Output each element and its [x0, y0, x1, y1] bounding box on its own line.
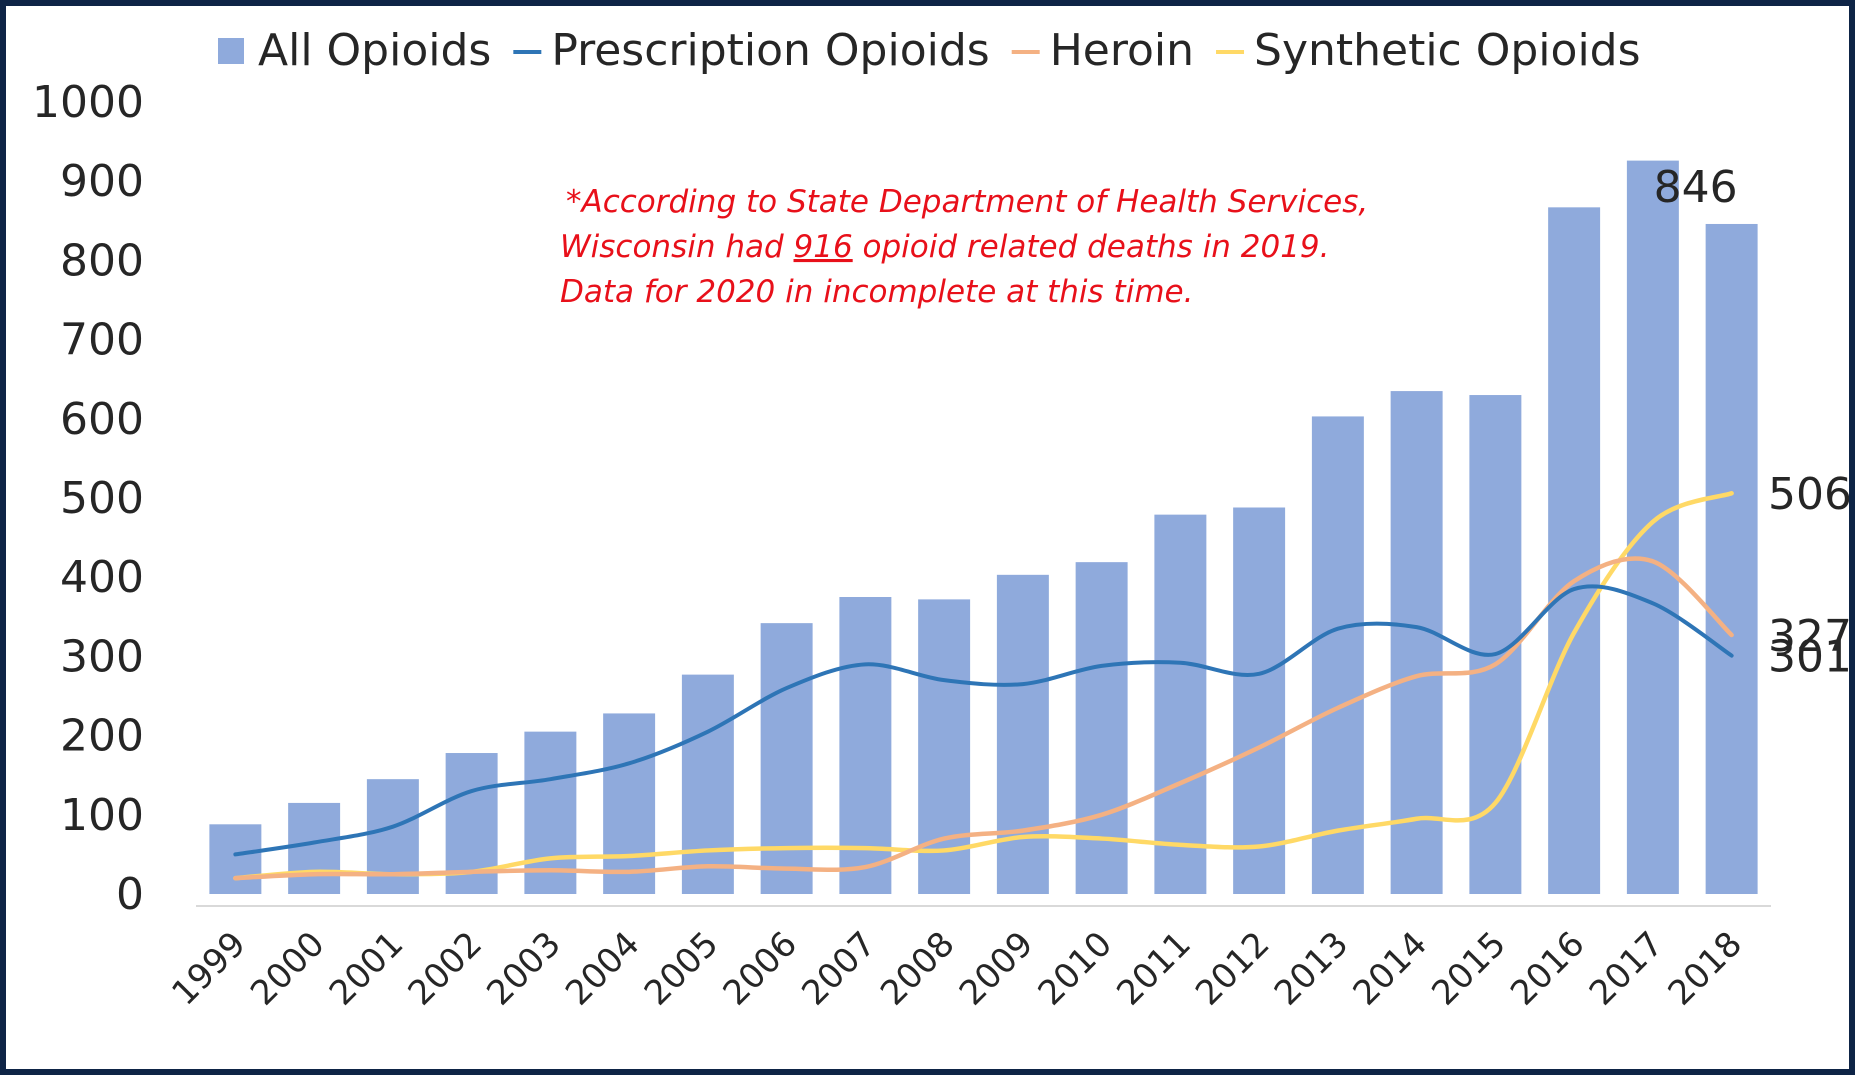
bar-all-opioids-2004: [603, 713, 656, 894]
x-tick-label-2016: 2016: [1503, 924, 1592, 1013]
x-tick-label-2005: 2005: [637, 924, 726, 1013]
bar-all-opioids-2013: [1311, 416, 1364, 894]
x-tick-label-2010: 2010: [1031, 924, 1120, 1013]
bar-all-opioids-2016: [1548, 207, 1601, 894]
x-tick-label-2000: 2000: [243, 924, 332, 1013]
bar-all-opioids-2001: [366, 779, 419, 894]
x-tick-label-2013: 2013: [1267, 924, 1356, 1013]
x-tick-label-2003: 2003: [479, 924, 568, 1013]
line-prescription-opioids: [233, 584, 1734, 857]
legend-label-synthetic-opioids: Synthetic Opioids: [1254, 25, 1641, 76]
y-tick-label-1000: 1000: [32, 77, 144, 128]
y-tick-label-0: 0: [116, 869, 144, 920]
y-tick-label-800: 800: [60, 235, 144, 286]
legend-label-heroin: Heroin: [1050, 25, 1194, 76]
end-label-heroin: 327: [1768, 611, 1849, 662]
x-axis: 1999200020012002200320042005200620072008…: [164, 924, 1750, 1013]
bar-all-opioids-2005: [681, 674, 734, 894]
end-label-synthetic-opioids: 506: [1768, 469, 1849, 520]
bar-all-opioids-2014: [1390, 391, 1443, 894]
bar-all-opioids-2009: [996, 574, 1049, 894]
bar-all-opioids-2003: [524, 731, 577, 894]
y-tick-label-300: 300: [60, 631, 144, 682]
x-tick-label-1999: 1999: [164, 924, 253, 1013]
x-tick-label-2004: 2004: [558, 924, 647, 1013]
x-tick-label-2007: 2007: [794, 924, 883, 1013]
bar-all-opioids-2011: [1154, 514, 1207, 894]
annotation-highlight-number: 916: [794, 229, 853, 265]
annotation-line-3: Data for 2020 in incomplete at this time…: [560, 274, 1193, 310]
y-tick-label-900: 900: [60, 156, 144, 207]
end-label-prescription-opioids: 301: [1768, 632, 1849, 683]
end-label-all-opioids: 846: [1654, 162, 1738, 213]
chart-frame: All Opioids Prescription Opioids Heroin Syn…: [6, 6, 1849, 1069]
chart-legend: All Opioids Prescription Opioids Heroin Syn…: [218, 25, 1641, 76]
annotation-line-2-start: Wisconsin had: [560, 229, 794, 265]
bar-all-opioids-2010: [1075, 562, 1128, 894]
y-tick-label-100: 100: [60, 790, 144, 841]
bar-all-opioids-2000: [288, 802, 341, 894]
legend-label-all-opioids: All Opioids: [258, 25, 491, 76]
opioid-deaths-chart: All Opioids Prescription Opioids Heroin Syn…: [32, 25, 1849, 1014]
bar-all-opioids-2007: [839, 597, 892, 894]
y-tick-label-500: 500: [60, 473, 144, 524]
annotation-line-1: *According to State Department of Health…: [566, 184, 1368, 220]
y-tick-label-200: 200: [60, 711, 144, 762]
x-tick-label-2015: 2015: [1424, 924, 1513, 1013]
legend-label-prescription-opioids: Prescription Opioids: [551, 25, 989, 76]
legend-swatch-all-opioids: [218, 38, 244, 64]
x-tick-label-2001: 2001: [322, 924, 411, 1013]
x-tick-label-2012: 2012: [1188, 924, 1277, 1013]
x-tick-label-2002: 2002: [401, 924, 490, 1013]
x-tick-label-2008: 2008: [873, 924, 962, 1013]
x-tick-label-2011: 2011: [1109, 924, 1198, 1013]
x-tick-label-2014: 2014: [1346, 924, 1435, 1013]
y-tick-label-400: 400: [60, 552, 144, 603]
bar-all-opioids-2006: [760, 623, 813, 894]
line-series-group: [233, 490, 1734, 881]
x-tick-label-2009: 2009: [952, 924, 1041, 1013]
bar-all-opioids-2018: [1705, 223, 1758, 894]
y-axis: 0 100 200 300 400 500 600 700 800 900 1000: [32, 77, 144, 920]
x-tick-label-2017: 2017: [1582, 924, 1671, 1013]
annotation-note: *According to State Department of Health…: [560, 184, 1378, 310]
line-synthetic-opioids: [233, 490, 1734, 881]
y-tick-label-700: 700: [60, 315, 144, 366]
bar-all-opioids-1999: [209, 824, 262, 894]
x-tick-label-2006: 2006: [716, 924, 805, 1013]
annotation-line-2-end: opioid related deaths in 2019.: [853, 229, 1330, 265]
y-tick-label-600: 600: [60, 394, 144, 445]
x-tick-label-2018: 2018: [1661, 924, 1750, 1013]
bar-all-opioids-2012: [1233, 507, 1286, 894]
line-heroin: [233, 556, 1734, 881]
bar-series-all-opioids: [209, 160, 1758, 894]
bar-all-opioids-2017: [1626, 160, 1679, 894]
